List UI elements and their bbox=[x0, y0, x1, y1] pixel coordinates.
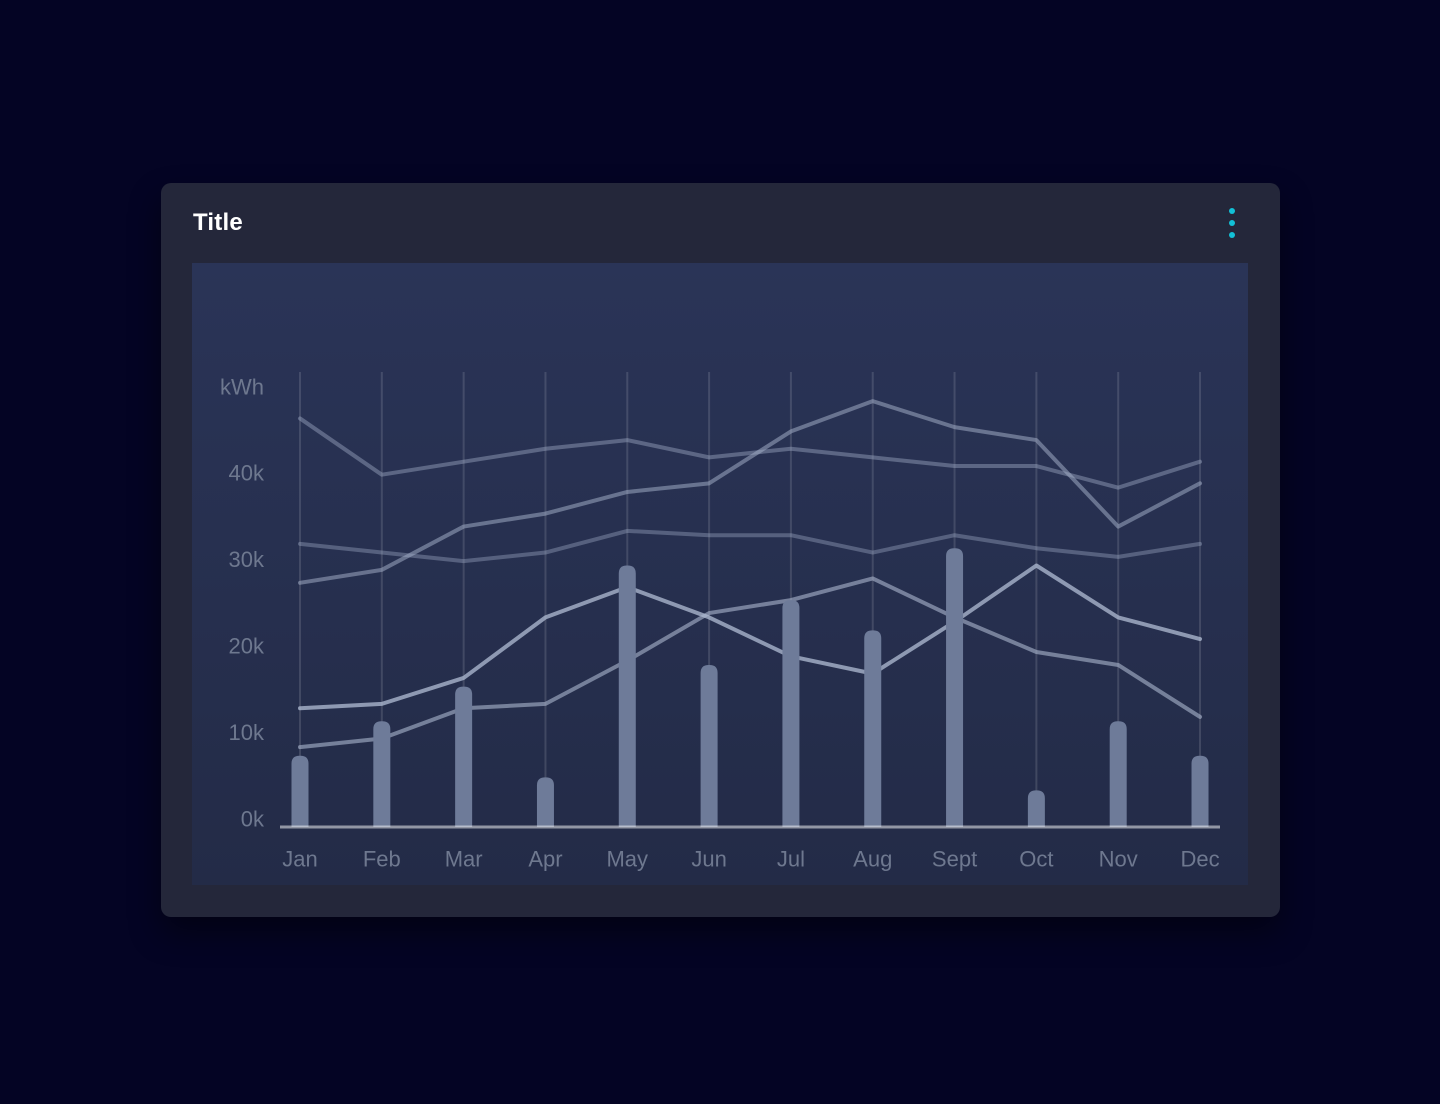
kebab-dot bbox=[1229, 208, 1235, 214]
x-tick-label-jan: Jan bbox=[282, 847, 317, 872]
line-series-line-3 bbox=[298, 399, 1203, 585]
x-tick-label-dec: Dec bbox=[1180, 847, 1219, 872]
bar-nov bbox=[1109, 721, 1127, 827]
bar-aug bbox=[864, 630, 882, 827]
y-tick-label-10k: 10k bbox=[229, 720, 265, 745]
x-tick-label-aug: Aug bbox=[853, 847, 892, 872]
kebab-dot bbox=[1229, 232, 1235, 238]
chart-card: Title 0k 10k 20k 30k 40k kWh Jan Feb Mar Apr May Ju… bbox=[161, 183, 1280, 917]
x-tick-label-may: May bbox=[606, 847, 648, 872]
bar-feb bbox=[373, 721, 391, 827]
x-tick-label-oct: Oct bbox=[1019, 847, 1053, 872]
x-tick-label-apr: Apr bbox=[528, 847, 562, 872]
bar-apr bbox=[536, 777, 554, 827]
line-series-line-5 bbox=[298, 563, 1203, 711]
x-tick-label-feb: Feb bbox=[363, 847, 401, 872]
x-tick-label-nov: Nov bbox=[1099, 847, 1138, 872]
chart-canvas: 0k 10k 20k 30k 40k kWh Jan Feb Mar Apr May Jun Jul Au… bbox=[220, 372, 1220, 872]
kebab-dot bbox=[1229, 220, 1235, 226]
bar-may bbox=[618, 565, 636, 827]
chart-area: 0k 10k 20k 30k 40k kWh Jan Feb Mar Apr May Jun Jul Au… bbox=[192, 263, 1248, 885]
y-tick-label-20k: 20k bbox=[229, 634, 265, 659]
bar-oct bbox=[1027, 790, 1045, 827]
bar-dec bbox=[1191, 755, 1209, 827]
line-series-line-2 bbox=[298, 528, 1203, 564]
bar-jul bbox=[782, 600, 800, 827]
bar-sept bbox=[946, 548, 964, 827]
y-tick-label-0k: 0k bbox=[241, 807, 265, 832]
x-tick-label-sept: Sept bbox=[932, 847, 977, 872]
line-series-line-4 bbox=[298, 576, 1203, 750]
line-series-line-1 bbox=[298, 416, 1203, 490]
card-title: Title bbox=[193, 209, 243, 236]
bar-mar bbox=[455, 686, 473, 827]
y-tick-label-40k: 40k bbox=[229, 461, 265, 486]
kebab-menu-button[interactable] bbox=[1216, 205, 1248, 241]
bar-jan bbox=[291, 755, 309, 827]
card-header: Title bbox=[161, 183, 1280, 263]
x-tick-label-jul: Jul bbox=[777, 847, 805, 872]
bar-jun bbox=[700, 664, 718, 827]
x-tick-label-jun: Jun bbox=[691, 847, 726, 872]
x-tick-label-mar: Mar bbox=[445, 847, 483, 872]
y-tick-label-30k: 30k bbox=[229, 547, 265, 572]
y-axis-unit-label: kWh bbox=[220, 375, 264, 400]
